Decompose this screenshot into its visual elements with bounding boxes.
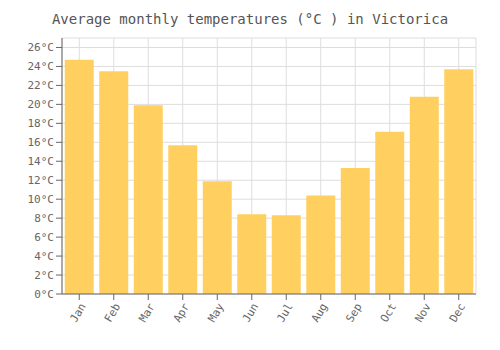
svg-text:Jun: Jun: [240, 301, 261, 325]
svg-text:26°C: 26°C: [28, 41, 55, 54]
svg-text:14°C: 14°C: [28, 155, 55, 168]
svg-text:Mar: Mar: [136, 301, 157, 325]
svg-text:6°C: 6°C: [34, 231, 54, 244]
svg-text:Sep: Sep: [343, 301, 364, 325]
svg-text:2°C: 2°C: [34, 269, 54, 282]
svg-text:12°C: 12°C: [28, 174, 55, 187]
svg-text:18°C: 18°C: [28, 117, 55, 130]
svg-text:Jan: Jan: [67, 301, 88, 325]
svg-text:0°C: 0°C: [34, 288, 54, 301]
svg-text:10°C: 10°C: [28, 193, 55, 206]
svg-text:Apr: Apr: [171, 301, 192, 325]
svg-text:22°C: 22°C: [28, 79, 55, 92]
svg-text:24°C: 24°C: [28, 60, 55, 73]
svg-text:16°C: 16°C: [28, 136, 55, 149]
svg-text:4°C: 4°C: [34, 250, 54, 263]
svg-text:Jul: Jul: [274, 301, 295, 325]
svg-text:May: May: [205, 301, 226, 325]
svg-text:Aug: Aug: [309, 301, 330, 325]
svg-text:Oct: Oct: [378, 301, 399, 325]
svg-text:8°C: 8°C: [34, 212, 54, 225]
svg-text:Dec: Dec: [447, 301, 468, 325]
svg-text:Feb: Feb: [102, 301, 123, 325]
html-text:Average monthly temperatures (: Average monthly temperatures (°C ) in Vi…: [51, 11, 449, 27]
svg-text:Nov: Nov: [412, 301, 433, 325]
svg-text:20°C: 20°C: [28, 98, 55, 111]
